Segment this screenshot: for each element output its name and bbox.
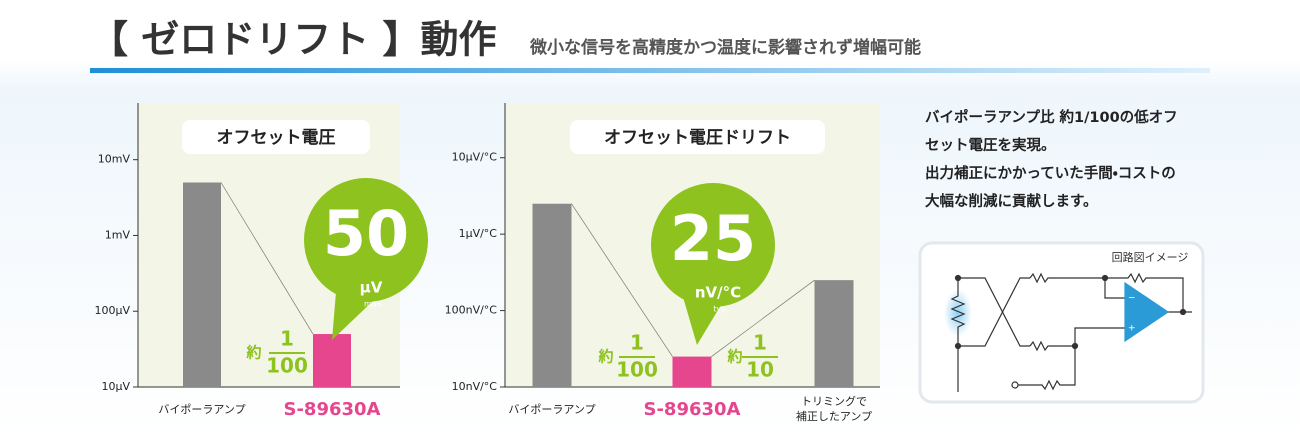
- x-tick-label: バイポーラアンプ: [158, 403, 245, 416]
- bubble: [683, 297, 721, 345]
- bubble-unit: µV: [360, 279, 383, 297]
- header-rule: [90, 68, 1210, 73]
- y-tick-label: 1mV: [105, 228, 131, 241]
- connector: [571, 203, 673, 357]
- ratio-denominator: 10: [746, 358, 774, 382]
- y-tick-label: 100µV: [94, 304, 130, 317]
- chart-title: オフセット電圧: [217, 128, 336, 148]
- bubble: [304, 178, 428, 302]
- ratio-numerator: 1: [630, 331, 644, 355]
- bubble: [332, 292, 374, 340]
- ratio-prefix: 約: [726, 348, 742, 366]
- y-tick-label: 1µV/°C: [459, 227, 498, 240]
- bar: [672, 356, 712, 387]
- y-tick-label: 10mV: [98, 153, 131, 166]
- description-line: 出力補正にかかっていた手間・コストの: [925, 164, 1176, 182]
- svg-text:+: +: [1128, 324, 1136, 334]
- description: バイポーラアンプ比 約1/100の低オフ セット電圧を実現。 出力補正にかかって…: [925, 108, 1178, 210]
- bubble-value: 25: [670, 202, 756, 275]
- ratio-prefix: 約: [245, 344, 261, 362]
- bar: [183, 182, 221, 387]
- ratio-numerator: 1: [280, 327, 294, 351]
- page-title: 【 ゼロドリフト 】動作: [90, 18, 496, 62]
- x-tick-label: トリミングで: [801, 394, 867, 408]
- y-tick-label: 10µV/°C: [452, 151, 498, 164]
- bar: [313, 334, 351, 387]
- y-tick-label: 100nV/°C: [445, 304, 498, 317]
- ratio-prefix: 約: [597, 348, 613, 366]
- y-tick-label: 10nV/°C: [452, 380, 498, 393]
- bar: [814, 280, 854, 387]
- bar: [532, 203, 572, 387]
- ratio-denominator: 100: [616, 358, 658, 382]
- chart-title: オフセット電圧ドリフト: [604, 128, 791, 148]
- circuit: 回路図イメージ − +: [918, 241, 1205, 404]
- svg-text:−: −: [1128, 294, 1136, 304]
- connector: [220, 182, 314, 335]
- chart-title-box: [182, 120, 370, 154]
- bubble-unit: nV/°C: [695, 284, 741, 302]
- connector: [711, 279, 815, 357]
- circuit-label: 回路図イメージ: [1112, 251, 1189, 264]
- x-tick-label: S-89630A: [284, 399, 381, 420]
- bubble-value: 50: [323, 197, 409, 270]
- description-line: セット電圧を実現。: [925, 136, 1056, 154]
- bubble-note: max.: [364, 300, 384, 309]
- ratio-denominator: 100: [266, 354, 308, 378]
- chart-title-box: [570, 120, 825, 154]
- ratio-numerator: 1: [753, 331, 767, 355]
- page-subtitle: 微小な信号を高精度かつ温度に影響されず増幅可能: [529, 37, 921, 58]
- description-line: バイポーラアンプ比 約1/100の低オフ: [925, 108, 1178, 126]
- description-line: 大幅な削減に貢献します。: [925, 192, 1098, 210]
- y-tick-label: 10µV: [101, 380, 130, 393]
- x-tick-label: 補正したアンプ: [796, 410, 872, 423]
- x-tick-label: S-89630A: [644, 399, 741, 420]
- bubble-note: typ.: [713, 305, 729, 314]
- x-tick-label: バイポーラアンプ: [508, 403, 595, 416]
- bubble: [651, 183, 775, 307]
